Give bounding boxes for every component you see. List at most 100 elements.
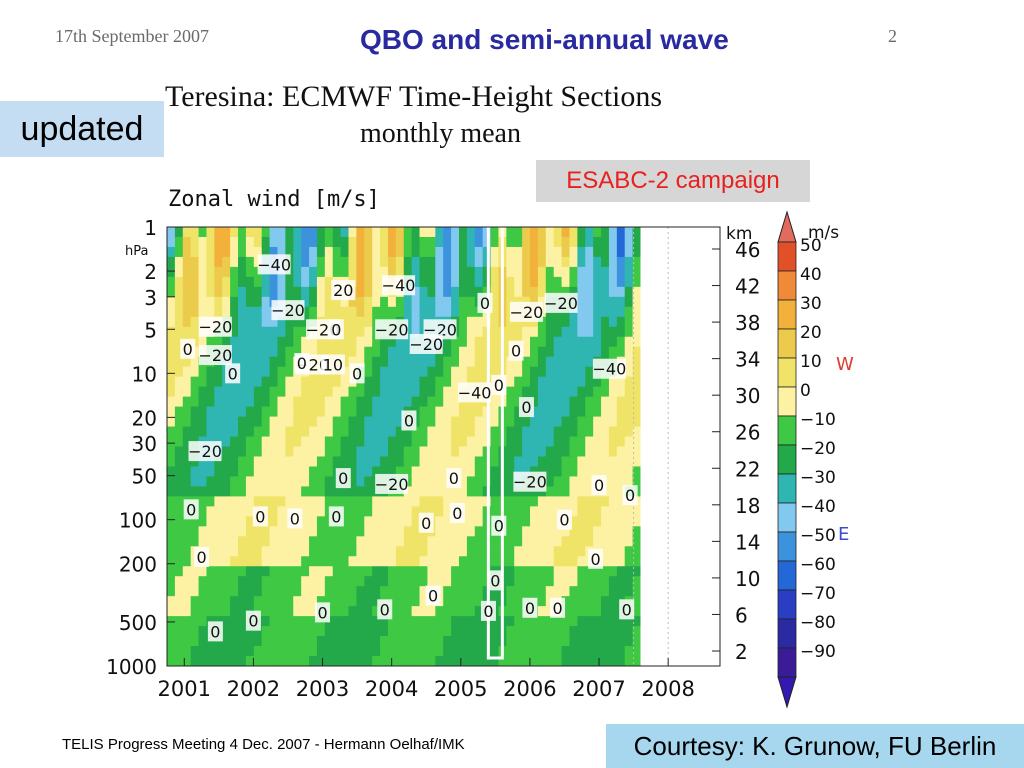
wind-cell bbox=[632, 266, 641, 278]
wind-cell bbox=[261, 476, 271, 488]
wind-cell bbox=[277, 576, 286, 587]
wind-cell bbox=[593, 646, 602, 657]
wind-cell bbox=[293, 446, 302, 458]
wind-cell bbox=[348, 296, 357, 308]
y-tick-label-right: 42 bbox=[735, 275, 760, 299]
wind-cell bbox=[537, 546, 547, 557]
wind-cell bbox=[364, 376, 373, 388]
wind-cell bbox=[514, 596, 523, 607]
wind-cell bbox=[514, 646, 523, 657]
wind-cell bbox=[316, 536, 326, 547]
wind-cell bbox=[553, 616, 563, 627]
wind-cell bbox=[569, 446, 578, 458]
wind-cell bbox=[443, 227, 452, 238]
wind-cell bbox=[593, 266, 602, 278]
wind-cell bbox=[174, 276, 184, 288]
wind-cell bbox=[632, 506, 641, 517]
contour-label: 20 bbox=[331, 280, 356, 301]
wind-cell bbox=[419, 606, 429, 617]
wind-cell bbox=[411, 396, 421, 408]
wind-cell bbox=[293, 396, 302, 408]
wind-cell bbox=[253, 526, 263, 537]
wind-cell bbox=[459, 646, 468, 657]
wind-cell bbox=[616, 646, 626, 657]
wind-cell bbox=[411, 456, 421, 468]
wind-cell bbox=[616, 626, 626, 637]
wind-cell bbox=[277, 446, 286, 458]
wind-cell bbox=[522, 496, 531, 507]
wind-cell bbox=[269, 286, 279, 298]
wind-cell bbox=[427, 486, 436, 497]
wind-cell bbox=[301, 496, 310, 507]
wind-cell bbox=[451, 536, 460, 547]
wind-cell bbox=[490, 227, 500, 238]
wind-cell bbox=[459, 616, 468, 627]
wind-cell bbox=[372, 227, 381, 238]
wind-cell bbox=[459, 227, 468, 238]
contour-label: 0 bbox=[446, 468, 462, 489]
wind-cell bbox=[585, 396, 594, 408]
wind-cell bbox=[238, 536, 247, 547]
wind-cell bbox=[214, 276, 223, 288]
contour-label-box bbox=[418, 512, 434, 533]
y-tick-label-left: 20 bbox=[132, 406, 157, 430]
wind-cell bbox=[490, 326, 500, 338]
wind-cell bbox=[387, 566, 397, 577]
wind-cell bbox=[167, 576, 176, 587]
wind-cell bbox=[451, 546, 460, 557]
wind-cell bbox=[277, 566, 286, 577]
wind-cell bbox=[245, 286, 255, 298]
wind-cell bbox=[230, 476, 239, 488]
contour-label-box bbox=[271, 300, 305, 321]
wind-cell bbox=[174, 516, 184, 527]
wind-cell bbox=[522, 276, 531, 288]
wind-cell bbox=[624, 246, 634, 258]
wind-cell bbox=[632, 636, 641, 647]
wind-cell bbox=[411, 227, 421, 238]
contour-label-box bbox=[320, 354, 345, 375]
wind-cell bbox=[577, 406, 586, 418]
wind-cell bbox=[530, 576, 539, 587]
wind-cell bbox=[364, 626, 373, 637]
wind-cell bbox=[253, 426, 263, 438]
wind-cell bbox=[309, 506, 318, 517]
wind-cell bbox=[238, 236, 247, 248]
wind-cell bbox=[616, 456, 626, 468]
wind-cell bbox=[451, 606, 460, 617]
wind-cell bbox=[616, 236, 626, 248]
contour-label: 0 bbox=[180, 338, 196, 359]
wind-cell bbox=[167, 556, 176, 567]
wind-cell bbox=[545, 336, 555, 348]
wind-cell bbox=[167, 336, 176, 348]
wind-cell bbox=[616, 426, 626, 438]
wind-cell bbox=[506, 326, 515, 338]
colorbar-top-arrow bbox=[777, 210, 797, 243]
wind-cell bbox=[380, 516, 389, 527]
wind-cell bbox=[474, 366, 484, 378]
colorbar-label: −30 bbox=[800, 468, 836, 488]
wind-cell bbox=[419, 376, 429, 388]
wind-cell bbox=[537, 596, 547, 607]
wind-cell bbox=[230, 436, 239, 448]
wind-cell bbox=[206, 296, 215, 308]
wind-cell bbox=[364, 296, 373, 308]
wind-cell bbox=[522, 576, 531, 587]
wind-cell bbox=[174, 566, 184, 577]
wind-cell bbox=[569, 316, 578, 328]
wind-cell bbox=[427, 296, 436, 308]
wind-cell bbox=[316, 576, 326, 587]
wind-cell bbox=[332, 426, 342, 438]
wind-cell bbox=[474, 286, 484, 298]
contour-label-box bbox=[331, 280, 356, 301]
wind-cell bbox=[372, 576, 381, 587]
wind-cell bbox=[537, 446, 547, 458]
wind-cell bbox=[403, 246, 413, 258]
wind-cell bbox=[230, 586, 239, 597]
wind-cell bbox=[340, 227, 350, 238]
wind-cell bbox=[608, 506, 618, 517]
wind-cell bbox=[372, 366, 381, 378]
wind-cell bbox=[593, 506, 602, 517]
wind-cell bbox=[435, 386, 444, 398]
wind-cell bbox=[167, 516, 176, 527]
